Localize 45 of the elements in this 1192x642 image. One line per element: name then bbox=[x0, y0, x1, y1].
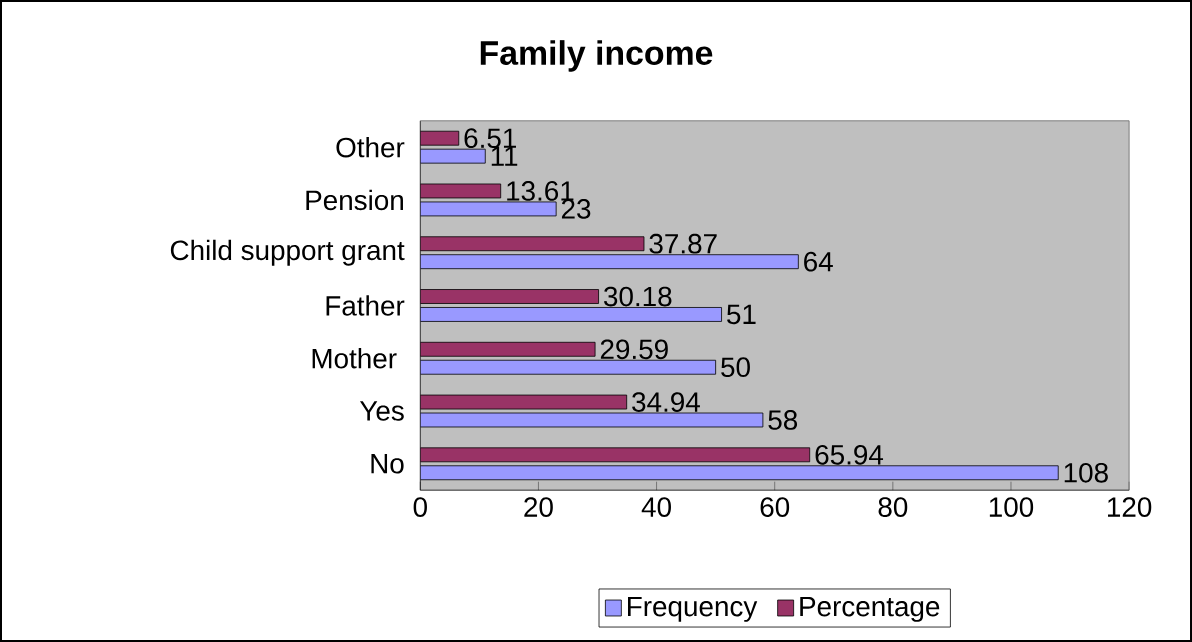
y-tick-label: Yes bbox=[359, 401, 404, 421]
data-label: 58 bbox=[768, 410, 798, 430]
y-tick-label: Father bbox=[326, 295, 405, 316]
data-label: 30.18 bbox=[604, 286, 672, 307]
data-label: 108 bbox=[1064, 462, 1108, 483]
legend-label: Percentage bbox=[800, 596, 940, 622]
bar bbox=[420, 148, 486, 164]
bar bbox=[420, 236, 645, 252]
y-tick-label: Mother bbox=[312, 348, 397, 369]
bar bbox=[420, 289, 599, 304]
x-tick-label: 40 bbox=[641, 497, 671, 517]
chart-title: Family income bbox=[480, 40, 713, 72]
data-label: 6.51 bbox=[464, 128, 516, 149]
bar bbox=[420, 341, 596, 357]
data-label: 37.87 bbox=[649, 233, 717, 254]
x-tick-label: 0 bbox=[413, 497, 427, 517]
data-label: 64 bbox=[804, 251, 833, 272]
x-tick-label: 100 bbox=[989, 497, 1034, 517]
y-tick-label: Pension bbox=[306, 189, 403, 211]
data-label: 13.61 bbox=[507, 181, 574, 201]
bar bbox=[420, 201, 557, 217]
data-label: 50 bbox=[721, 357, 750, 378]
data-label: 11 bbox=[491, 146, 518, 166]
data-label: 29.59 bbox=[600, 339, 668, 360]
legend-label: Frequency bbox=[628, 596, 758, 622]
y-tick-label: Child support grant bbox=[170, 239, 405, 266]
data-label: 51 bbox=[727, 304, 756, 325]
x-tick-label: 80 bbox=[878, 497, 908, 517]
bar bbox=[420, 307, 722, 322]
bar bbox=[420, 130, 460, 146]
bar bbox=[420, 254, 799, 270]
bar bbox=[420, 447, 811, 463]
data-label: 23 bbox=[561, 199, 591, 219]
bar bbox=[420, 394, 628, 410]
bar bbox=[420, 465, 1059, 481]
bar bbox=[420, 412, 764, 428]
bar bbox=[420, 359, 717, 375]
data-label: 65.94 bbox=[815, 444, 884, 465]
x-tick-label: 120 bbox=[1108, 497, 1152, 517]
x-tick-label: 60 bbox=[760, 497, 790, 517]
y-tick-label: Other bbox=[336, 136, 405, 158]
bar bbox=[420, 183, 502, 199]
y-tick-label: No bbox=[371, 454, 404, 474]
data-label: 34.94 bbox=[632, 392, 700, 412]
x-tick-label: 20 bbox=[524, 497, 553, 517]
